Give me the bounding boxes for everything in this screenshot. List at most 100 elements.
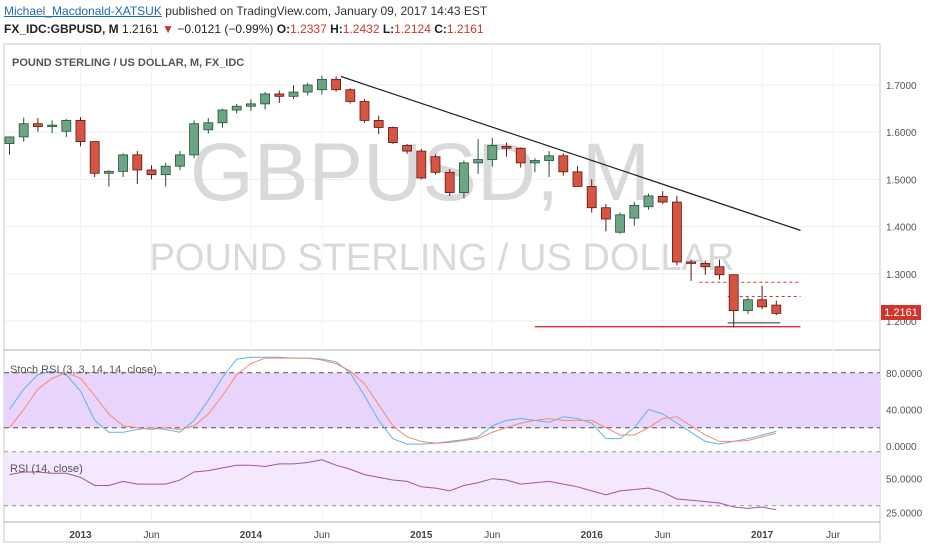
low-value: 1.2124: [394, 22, 431, 36]
candle-body: [544, 155, 554, 161]
y-tick-label: 1.6000: [886, 128, 917, 139]
candle-body: [316, 78, 327, 91]
low-label: L:: [382, 22, 395, 36]
open-value: 1.2337: [290, 22, 327, 36]
candle-body: [501, 145, 512, 149]
stoch-y-tick-label: 80.0000: [886, 369, 923, 380]
candle-body: [104, 170, 114, 174]
y-tick-label: 1.4000: [886, 223, 917, 234]
candle-body: [146, 169, 157, 176]
candle-body: [558, 155, 569, 173]
x-tick-label: 2016: [581, 530, 604, 541]
close-value: 1.2161: [446, 22, 484, 36]
candle-body: [714, 266, 725, 276]
candle-body: [458, 162, 469, 194]
x-tick-label: Jun: [655, 530, 671, 541]
y-axis-ticks: 1.7000 1.6000 1.5000 1.4000 1.3000 1.2000 80.0…: [886, 81, 923, 519]
stoch-k-line: [9, 356, 777, 445]
candle-body: [75, 120, 86, 143]
candle-body: [473, 159, 484, 164]
author-link[interactable]: Michael_Macdonald-XATSUK: [4, 4, 162, 18]
candle-body: [231, 105, 242, 111]
trendline: [340, 75, 801, 231]
rsi-line: [9, 459, 777, 511]
candle-body: [217, 109, 228, 124]
candle-body: [572, 171, 583, 187]
candle-body: [260, 93, 271, 105]
x-tick-label: Jun: [143, 530, 159, 541]
price-panel-title: POUND STERLING / US DOLLAR, M, FX_IDC: [12, 57, 244, 69]
candle-body: [132, 154, 143, 171]
candle-body: [757, 299, 767, 308]
publish-info: Michael_Macdonald-XATSUK published on Tr…: [4, 4, 487, 18]
close-label: C:: [434, 22, 447, 36]
chart-frame: [3, 43, 881, 543]
candle-body: [643, 195, 654, 208]
candle-body: [245, 103, 256, 107]
rsi-band: [4, 451, 880, 506]
x-tick-label: 2014: [240, 530, 263, 541]
candle-body: [302, 84, 313, 93]
candle-body: [4, 136, 15, 144]
change-value: −0.0121 (−0.99%): [177, 22, 274, 36]
stoch-rsi-lines: [9, 356, 777, 445]
candle-body: [18, 123, 29, 138]
candle-body: [203, 122, 214, 131]
candle-body: [601, 207, 611, 220]
candle-body: [487, 145, 498, 160]
last-price-tag: [881, 305, 921, 320]
last-price-tag-label: 1.2161: [884, 307, 918, 319]
y-tick-label: 1.3000: [886, 270, 917, 281]
stoch-y-tick-label: 0.0000: [886, 442, 917, 453]
stoch-y-tick-label: 40.0000: [886, 405, 923, 416]
open-label: O:: [276, 22, 291, 36]
candle-body: [416, 150, 427, 179]
x-axis-ticks: 2013 Jun 2014 Jun 2015 Jun 2016 Jun 2017 Jur: [69, 530, 840, 541]
symbol-label: FX_IDC:GBPUSD, M: [4, 22, 119, 36]
candle-body: [373, 120, 384, 128]
stoch-panel-title: Stoch RSI (3, 3, 14, 14, close): [10, 364, 157, 376]
candlestick-series: [4, 75, 782, 328]
stoch-d-line: [9, 357, 777, 444]
candle-body: [359, 101, 370, 121]
x-tick-label: 2015: [410, 530, 433, 541]
publish-text: published on TradingView.com, January 09…: [165, 4, 488, 18]
y-tick-label: 1.7000: [886, 81, 917, 92]
candle-body: [444, 171, 455, 194]
candle-body: [728, 274, 739, 312]
candle-body: [615, 214, 625, 233]
watermark-name: POUND STERLING / US DOLLAR: [150, 237, 735, 279]
candle-body: [89, 141, 100, 174]
candle-body: [743, 299, 753, 312]
candle-body: [387, 127, 398, 143]
candle-body: [657, 195, 668, 203]
candle-body: [47, 124, 57, 127]
stoch-band: [4, 372, 880, 428]
candle-body: [700, 263, 711, 268]
x-tick-label: Jun: [484, 530, 500, 541]
price-annotations: [340, 75, 801, 328]
candle-body: [189, 123, 200, 156]
ohlc-legend: FX_IDC:GBPUSD, M 1.2161 ▼ −0.0121 (−0.99…: [4, 22, 484, 36]
rsi-line-path: [9, 459, 777, 511]
candle-body: [686, 261, 696, 264]
candle-body: [33, 123, 43, 127]
y-tick-label: 1.2000: [886, 317, 917, 328]
candle-body: [672, 201, 682, 263]
candle-body: [61, 120, 72, 132]
high-value: 1.2432: [342, 22, 380, 36]
candle-body: [430, 156, 441, 173]
x-tick-label: Jun: [314, 530, 330, 541]
candle-body: [530, 160, 540, 164]
high-label: H:: [330, 22, 343, 36]
candle-body: [586, 186, 597, 209]
rsi-panel-title: RSI (14, close): [10, 463, 83, 475]
candle-body: [331, 78, 342, 91]
x-tick-label: 2017: [751, 530, 774, 541]
candle-body: [402, 145, 413, 152]
rsi-y-tick-label: 25.0000: [886, 508, 923, 519]
gridlines: [4, 44, 880, 522]
candle-body: [629, 204, 640, 219]
